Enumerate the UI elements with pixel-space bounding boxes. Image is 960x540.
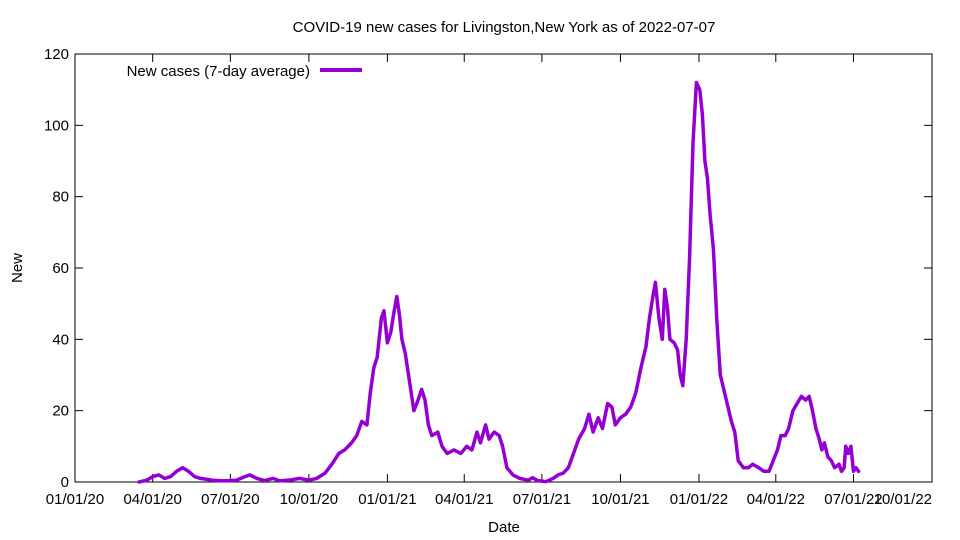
x-tick-label: 04/01/21 xyxy=(435,491,493,508)
y-tick-label: 100 xyxy=(44,117,69,134)
x-tick-label: 04/01/22 xyxy=(747,491,805,508)
x-tick-label: 10/01/21 xyxy=(591,491,649,508)
x-tick-label: 07/01/21 xyxy=(513,491,571,508)
chart-title: COVID-19 new cases for Livingston,New Yo… xyxy=(293,19,716,36)
legend: New cases (7-day average) xyxy=(127,63,362,80)
x-tick-label: 04/01/20 xyxy=(123,491,181,508)
y-tick-label: 60 xyxy=(52,260,69,277)
y-tick-label: 40 xyxy=(52,331,69,348)
y-axis-label: New xyxy=(9,253,26,283)
x-tick-label: 10/01/22 xyxy=(874,491,932,508)
y-tick-label: 20 xyxy=(52,403,69,420)
y-tick-label: 80 xyxy=(52,189,69,206)
x-tick-label: 01/01/20 xyxy=(46,491,104,508)
y-axis: 0 20 40 60 80 100 120 xyxy=(44,46,932,491)
series-line-new-cases xyxy=(137,80,861,484)
legend-label: New cases (7-day average) xyxy=(127,63,310,80)
y-tick-label: 120 xyxy=(44,46,69,63)
x-tick-label: 07/01/20 xyxy=(201,491,259,508)
y-tick-label: 0 xyxy=(61,474,69,491)
plot-frame xyxy=(74,53,933,483)
x-tick-label: 01/01/22 xyxy=(670,491,728,508)
x-tick-label: 01/01/21 xyxy=(358,491,416,508)
x-tick-label: 10/01/20 xyxy=(280,491,338,508)
x-axis-label: Date xyxy=(488,519,520,536)
x-axis: 01/01/20 04/01/20 07/01/20 10/01/20 01/01/21… xyxy=(46,54,933,508)
x-tick-label: 07/01/22 xyxy=(824,491,882,508)
